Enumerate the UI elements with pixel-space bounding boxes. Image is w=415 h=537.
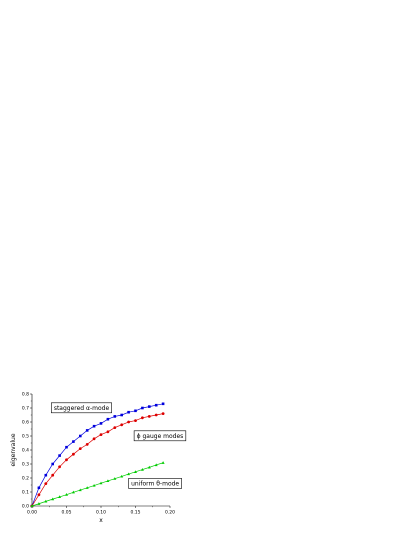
x-axis-title: x <box>99 517 103 524</box>
annotation-2: ϕ gauge modes <box>133 430 187 442</box>
data-point <box>120 423 124 427</box>
data-point <box>65 445 68 449</box>
data-point <box>106 430 110 434</box>
series-3 <box>30 461 165 508</box>
data-point <box>92 424 96 428</box>
data-point <box>30 504 34 508</box>
y-tick-label: 0.1 <box>22 490 29 496</box>
y-tick-label: 0.2 <box>22 476 29 482</box>
data-point <box>154 463 158 467</box>
data-point <box>134 470 137 473</box>
data-point <box>44 482 48 485</box>
y-tick-label: 0.6 <box>22 420 29 426</box>
x-tick-label: 0.15 <box>130 510 140 516</box>
annotation-1: staggered α-mode <box>51 402 112 414</box>
series-line <box>31 462 164 507</box>
data-point <box>85 443 89 446</box>
x-tick-label: 0.20 <box>165 510 175 516</box>
y-tick-label: 0.8 <box>22 392 29 398</box>
data-point <box>113 477 117 480</box>
data-point <box>58 495 62 498</box>
data-point <box>72 452 75 456</box>
annotation-text: ϕ gauge modes <box>137 433 184 440</box>
data-point <box>58 454 61 457</box>
y-tick-label: 0.0 <box>22 504 29 510</box>
data-point <box>44 499 48 503</box>
annotation-layer: staggered α-mode ϕ gauge modes uniform θ-m… <box>51 402 187 489</box>
data-point <box>141 406 144 410</box>
data-point <box>72 440 75 443</box>
data-point <box>37 486 41 490</box>
data-point <box>147 465 151 469</box>
y-tick-label: 0.5 <box>22 434 29 440</box>
data-point <box>92 437 96 441</box>
data-point <box>147 415 151 418</box>
y-axis-title: eigenvalue <box>10 433 17 466</box>
data-point <box>127 472 131 476</box>
data-point <box>51 497 55 501</box>
annotation-3: uniform θ-mode <box>128 478 182 489</box>
data-point <box>71 490 75 494</box>
y-tick-label: 0.4 <box>22 448 29 454</box>
x-tick-label: 0.05 <box>61 510 71 516</box>
x-tick-label: 0.00 <box>27 510 37 516</box>
annotation-box <box>133 430 187 442</box>
data-point <box>58 465 61 469</box>
data-point <box>51 473 55 477</box>
series-2 <box>30 412 165 508</box>
data-point <box>141 416 144 420</box>
data-point <box>127 420 130 424</box>
data-point <box>134 419 137 422</box>
axes: 0.00 0.05 0.10 0.15 0.20 0.0 0.1 0.2 0.3 0.4 0.5 0.… <box>22 392 175 516</box>
data-point <box>51 462 54 466</box>
y-tick-label: 0.3 <box>22 462 29 468</box>
data-point <box>140 468 144 471</box>
data-point <box>78 447 82 450</box>
y-tick-label: 0.7 <box>22 406 29 412</box>
data-point <box>78 488 82 492</box>
data-point <box>99 481 103 485</box>
data-point <box>127 410 130 414</box>
x-tick-label: 0.10 <box>96 510 106 516</box>
data-point <box>85 429 89 432</box>
data-point <box>65 458 68 462</box>
data-point <box>161 402 165 406</box>
data-point <box>65 493 68 496</box>
data-point <box>161 461 165 464</box>
data-point <box>79 434 82 438</box>
annotation-text: uniform θ-mode <box>131 480 179 487</box>
data-point <box>37 493 41 497</box>
data-point <box>106 417 110 421</box>
data-point <box>37 502 41 505</box>
data-point <box>99 422 103 425</box>
data-point <box>85 486 89 489</box>
data-point <box>113 426 117 429</box>
series-layer <box>30 402 165 508</box>
data-point <box>154 403 158 407</box>
data-point <box>120 413 123 417</box>
data-point <box>44 473 48 477</box>
series-1 <box>30 402 165 508</box>
data-point <box>134 409 137 413</box>
data-point <box>148 405 151 408</box>
data-point <box>99 433 103 436</box>
data-point <box>161 412 165 415</box>
series-line <box>31 413 164 507</box>
series-line <box>31 403 164 507</box>
data-point <box>106 479 110 483</box>
annotation-box <box>128 478 182 489</box>
data-point <box>92 483 96 487</box>
data-point <box>154 413 158 417</box>
data-point <box>120 474 124 478</box>
data-point <box>113 415 117 418</box>
annotation-box <box>51 402 112 414</box>
annotation-text: staggered α-mode <box>54 405 110 412</box>
